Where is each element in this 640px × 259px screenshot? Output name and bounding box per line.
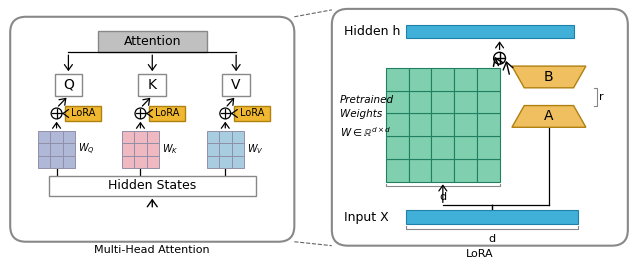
Polygon shape [512,66,586,88]
FancyBboxPatch shape [332,9,628,246]
Bar [63,156,76,168]
Bar [454,136,477,159]
Bar [51,143,63,156]
Text: d: d [439,192,446,202]
FancyBboxPatch shape [10,17,294,242]
Bar [65,106,101,121]
Text: LoRA: LoRA [466,249,493,258]
Circle shape [220,108,230,119]
Bar [49,176,256,196]
Bar [454,159,477,182]
Text: LoRA: LoRA [155,109,179,118]
Text: LoRA: LoRA [240,109,264,118]
Circle shape [51,108,62,119]
Bar [232,156,244,168]
Text: d: d [488,234,496,244]
Bar [98,31,207,52]
Bar [147,143,159,156]
Text: B: B [544,70,554,84]
Text: K: K [148,78,157,92]
Bar [207,143,219,156]
Bar [147,156,159,168]
Text: $W_V$: $W_V$ [247,142,264,156]
Bar [63,143,76,156]
Bar [386,68,409,91]
Bar [51,131,63,143]
Text: V: V [232,78,241,92]
Text: r: r [599,92,604,102]
Bar [134,143,147,156]
Bar [454,113,477,136]
Bar [409,136,431,159]
Bar [454,91,477,113]
Bar [38,143,51,156]
Bar [149,106,185,121]
Bar [477,91,500,113]
Bar [122,156,134,168]
Bar [207,156,219,168]
Circle shape [493,52,506,64]
Bar [219,143,232,156]
Bar [386,136,409,159]
Bar [477,113,500,136]
Bar [63,131,76,143]
Text: Input X: Input X [344,211,388,224]
Polygon shape [512,106,586,127]
Bar [431,136,454,159]
Bar [234,106,269,121]
Bar [51,156,63,168]
Text: A: A [544,109,554,124]
Bar [147,131,159,143]
Bar [219,131,232,143]
Bar [134,156,147,168]
Bar [406,210,579,224]
Bar [386,91,409,113]
Text: $W_Q$: $W_Q$ [78,142,95,157]
Bar [477,136,500,159]
Bar [409,113,431,136]
Text: LoRA: LoRA [71,109,95,118]
Bar [477,159,500,182]
Bar [54,74,82,96]
Bar [454,68,477,91]
Bar [138,74,166,96]
Bar [431,68,454,91]
Bar [431,91,454,113]
Bar [409,68,431,91]
Text: Pretrained
Weights
$W \in \mathbb{R}^{d\times d}$: Pretrained Weights $W \in \mathbb{R}^{d\… [340,95,394,139]
Bar [409,91,431,113]
Text: Hidden h: Hidden h [344,25,400,38]
Text: Q: Q [63,78,74,92]
Text: Hidden States: Hidden States [108,179,196,192]
Bar [406,25,573,39]
Bar [219,156,232,168]
Bar [134,131,147,143]
Bar [122,131,134,143]
Bar [38,156,51,168]
Bar [431,159,454,182]
Bar [386,113,409,136]
Bar [386,159,409,182]
Bar [232,131,244,143]
Text: $W_K$: $W_K$ [162,142,179,156]
Bar [232,143,244,156]
Bar [122,143,134,156]
Bar [477,68,500,91]
Bar [431,113,454,136]
Text: Multi-Head Attention: Multi-Head Attention [95,244,210,255]
Bar [409,159,431,182]
Bar [207,131,219,143]
Text: Attention: Attention [124,35,181,48]
Bar [38,131,51,143]
Bar [222,74,250,96]
Circle shape [135,108,146,119]
